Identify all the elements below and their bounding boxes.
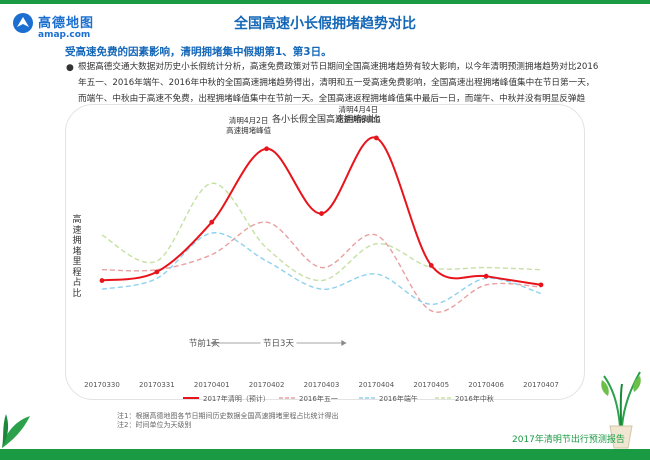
bullet-icon: ● [66,63,74,73]
notes: 注1：根据高德地图各节日期间历史数据全国高速拥堵里程占比统计得出 注2：时间单位… [117,412,338,430]
holiday-range-arrow-left [210,340,216,346]
series-point-0-5 [373,135,379,141]
series-point-0-6 [428,263,434,268]
series-point-0-7 [483,273,489,279]
series-line-3 [101,182,542,282]
chart-frame: 各小长假全国高速拥堵对比 高速拥堵里程占比 清明4月2日 高速拥堵峰值 清明4月4日… [65,104,585,400]
note-2: 注2：时间单位为天级别 [117,421,192,429]
series-line-0 [101,136,542,286]
peak-annotation-0-line1: 清明4月2日 [229,115,269,125]
peak-annotation-1-line2: 高速拥堵峰值 [336,114,381,124]
x-tick-label-4: 20170403 [304,381,340,389]
series-point-0-2 [209,219,215,225]
legend-label-2: 2016年端午 [379,394,418,403]
bottom-rule [0,449,650,460]
series-point-0-1 [154,269,160,275]
x-tick-label-2: 20170401 [194,381,230,389]
holiday-range-arrow-right [341,340,347,346]
chart-legend: 2017年清明（预计） 2016年五一 2016年端午 2016年中秋 [183,394,494,403]
legend-label-1: 2016年五一 [299,394,338,403]
logo-name: 高德地图 [38,16,95,31]
chart-title: 各小长假全国高速拥堵对比 [271,115,380,125]
series-line-1 [101,221,542,313]
note-1: 注1：根据高德地图各节日期间历史数据全国高速拥堵里程占比统计得出 [117,412,339,420]
x-tick-label-5: 20170404 [359,381,395,389]
x-tick-label-0: 20170330 [84,381,120,389]
report-title: 2017年清明节出行预测报告 [512,435,625,445]
x-tick-label-1: 20170331 [139,381,175,389]
x-tick-label-8: 20170407 [523,381,559,389]
x-tick-label-7: 20170406 [468,381,504,389]
holiday-label-bg [260,337,297,349]
series-point-0-0 [99,278,105,283]
x-tick-label-3: 20170402 [249,381,285,389]
legend-label-3: 2016年中秋 [455,394,494,403]
logo: 高德地图 amap.com [12,10,95,44]
series-line-2 [101,232,542,305]
top-rule [0,0,650,4]
y-axis-label: 高速拥堵里程占比 [72,215,82,299]
holiday-marker: 节日3天 [263,339,294,349]
amap-logo-icon [13,13,33,33]
series-point-0-3 [264,146,270,152]
pre-holiday-marker: 节前1天 [189,338,220,349]
series-point-0-4 [319,211,324,216]
peak-annotation-0-line2: 高速拥堵峰值 [226,125,271,135]
series-point-0-8 [538,282,544,288]
plant-decoration-icon [601,371,641,449]
peak-annotation-1-line1: 清明4月4日 [339,105,379,114]
logo-url: amap.com [38,30,91,40]
leaf-decoration-icon [2,414,30,448]
page-title: 全国高速小长假拥堵趋势对比 [234,16,416,32]
subtitle: 受高速免费的因素影响，清明拥堵集中假期第1、第3日。 [65,46,332,58]
x-tick-label-6: 20170405 [413,381,449,389]
legend-label-0: 2017年清明（预计） [203,394,270,403]
